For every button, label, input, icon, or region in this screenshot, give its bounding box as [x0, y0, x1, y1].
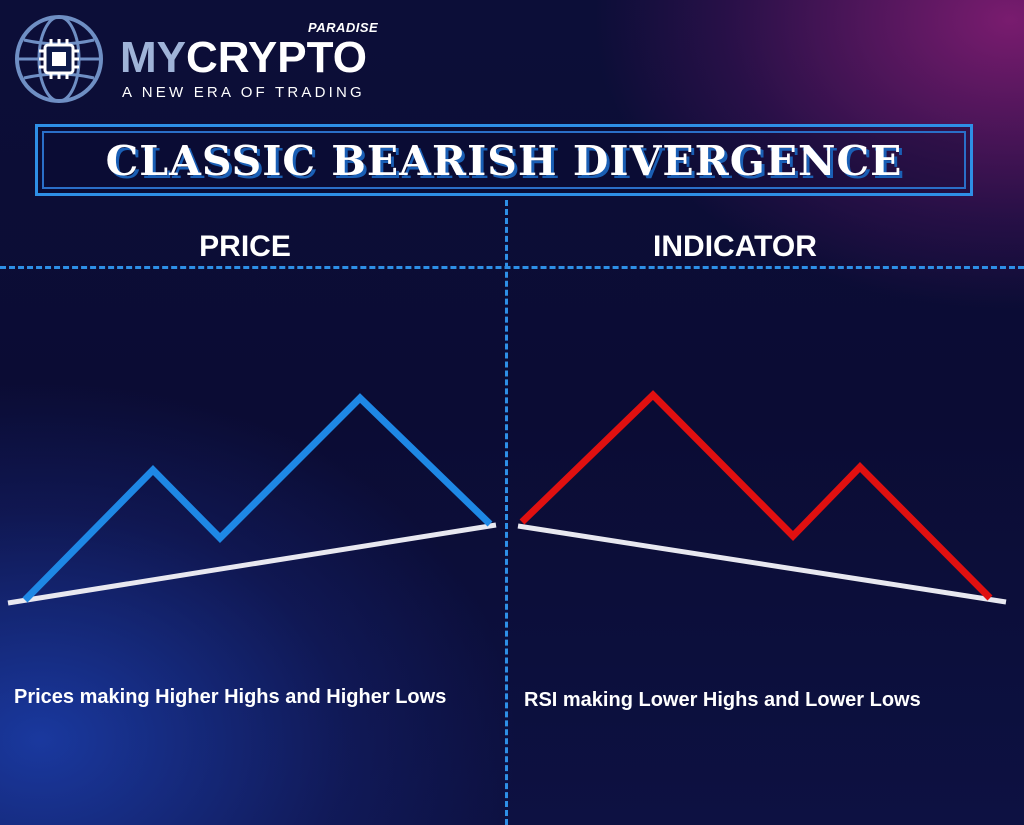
logo-paradise-text: PARADISE: [308, 20, 379, 35]
price-caption: Prices making Higher Highs and Higher Lo…: [14, 686, 447, 708]
price-trendline: [7, 522, 497, 606]
page-title: CLASSIC BEARISH DIVERGENCE: [105, 137, 903, 185]
logo-wordmark-crypto: CRYPTO: [186, 33, 367, 82]
indicator-trendline: [517, 523, 1007, 605]
logo-wordmark: MYCRYPTO: [120, 36, 367, 80]
vertical-divider: [505, 200, 508, 825]
logo-tagline: A NEW ERA OF TRADING: [122, 84, 365, 101]
title-banner: CLASSIC BEARISH DIVERGENCE: [35, 124, 973, 196]
price-panel-label: PRICE: [199, 230, 291, 263]
globe-chip-icon: [15, 15, 103, 103]
price-line: [22, 393, 493, 603]
indicator-panel-label: INDICATOR: [653, 230, 817, 263]
logo-wordmark-my: MY: [120, 33, 186, 82]
horizontal-divider: [0, 266, 1024, 269]
brand-logo: PARADISE MYCRYPTO A NEW ERA OF TRADING: [12, 12, 392, 107]
indicator-caption: RSI making Lower Highs and Lower Lows: [524, 689, 921, 711]
indicator-line: [519, 390, 993, 601]
